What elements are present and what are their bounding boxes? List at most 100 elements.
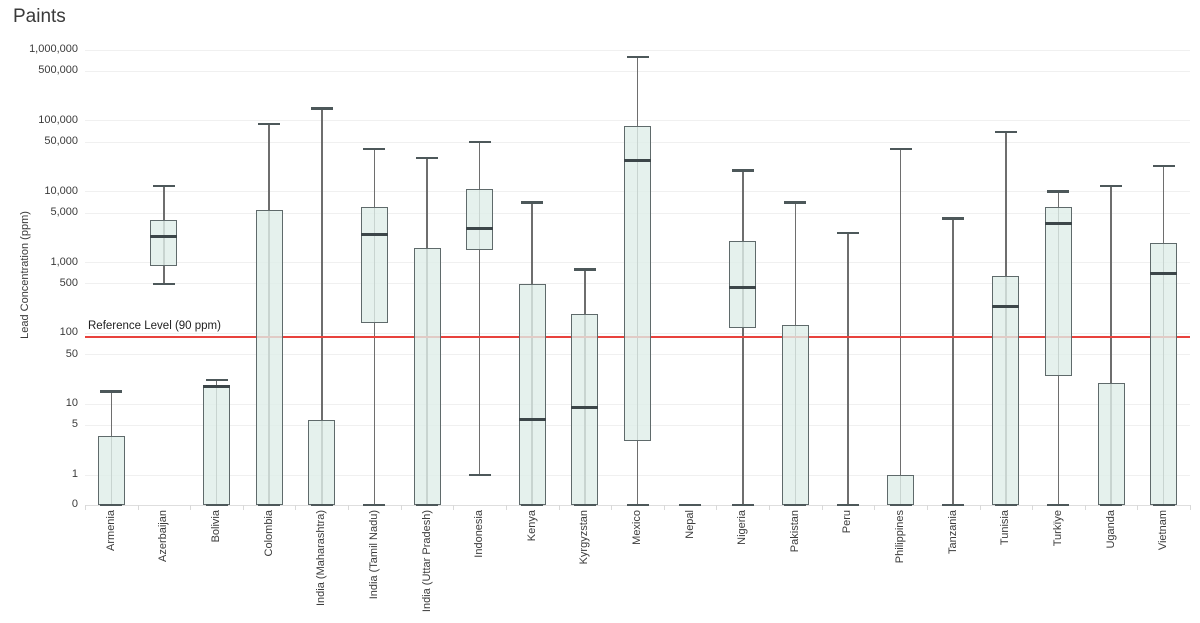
box-rect xyxy=(308,419,336,505)
whisker-cap xyxy=(521,503,544,507)
x-axis-boundary-tick xyxy=(242,505,244,510)
box-rect xyxy=(887,475,915,505)
plot-area: Reference Level (90 ppm) xyxy=(85,45,1190,507)
whisker-cap xyxy=(205,378,228,382)
x-tick-label: Turkïye xyxy=(1051,510,1064,547)
x-axis-boundary-tick xyxy=(1137,505,1139,510)
whisker-cap xyxy=(363,147,386,151)
whisker-cap xyxy=(205,503,228,507)
whisker-cap xyxy=(573,503,596,507)
whisker-cap xyxy=(1047,503,1070,507)
box-rect xyxy=(97,436,125,505)
chart-title: Paints xyxy=(13,6,66,27)
gridline xyxy=(85,49,1190,51)
median-line xyxy=(150,235,178,239)
x-tick-label: Tunisia xyxy=(999,510,1012,546)
x-tick-label: Nigeria xyxy=(736,510,749,545)
y-tick-label: 10 xyxy=(65,397,78,410)
whisker-cap xyxy=(416,156,439,160)
whisker-cap xyxy=(468,473,491,477)
x-tick-label: Bolivia xyxy=(210,510,223,543)
x-tick-label: Philippines xyxy=(894,510,907,564)
median-line xyxy=(203,384,231,388)
whisker-line xyxy=(1110,186,1112,505)
whisker-cap xyxy=(521,201,544,204)
y-tick-label: 5,000 xyxy=(50,206,78,218)
whisker-cap xyxy=(310,107,333,110)
whisker-line xyxy=(899,149,902,505)
whisker-cap xyxy=(1047,190,1070,193)
box-rect xyxy=(360,207,388,323)
x-tick-label: Indonesia xyxy=(473,510,486,558)
x-axis-boundary-tick xyxy=(1084,505,1086,510)
box-rect xyxy=(624,125,651,442)
median-line xyxy=(624,158,651,162)
x-axis-boundary-tick xyxy=(190,505,192,510)
whisker-line xyxy=(741,170,744,505)
box-rect xyxy=(518,283,546,505)
x-tick-label: Uganda xyxy=(1104,510,1117,549)
whisker-cap xyxy=(416,503,439,507)
whisker-line xyxy=(373,149,376,505)
whisker-line xyxy=(320,108,323,505)
whisker-cap xyxy=(258,503,281,507)
y-tick-label: 500,000 xyxy=(38,64,78,77)
whisker-cap xyxy=(100,503,123,507)
whisker-cap xyxy=(889,147,912,151)
whisker-cap xyxy=(363,503,386,507)
x-axis-boundary-tick xyxy=(663,505,665,510)
x-tick-label: India (Uttar Pradesh) xyxy=(420,510,433,613)
whisker-cap xyxy=(889,503,912,507)
box-rect xyxy=(992,275,1020,505)
whisker-cap xyxy=(626,55,649,59)
median-line xyxy=(729,285,757,289)
x-tick-label: Tanzania xyxy=(946,510,959,555)
box-rect xyxy=(781,325,809,505)
x-axis-boundary-tick xyxy=(611,505,613,510)
y-tick-label: 0 xyxy=(71,498,78,510)
whisker-cap xyxy=(468,140,491,144)
whisker-cap xyxy=(310,503,333,507)
x-axis-boundary-tick xyxy=(137,505,139,510)
whisker-cap xyxy=(1152,164,1175,168)
x-tick-label: Pakistan xyxy=(788,510,801,553)
x-tick-label: Colombia xyxy=(262,510,275,557)
y-tick-label: 5 xyxy=(71,418,78,431)
median-line xyxy=(571,405,599,409)
y-tick-label: 1 xyxy=(71,468,78,480)
whisker-cap xyxy=(1100,503,1123,507)
x-axis-boundary-tick xyxy=(400,505,402,510)
reference-line-label: Reference Level (90 ppm) xyxy=(88,319,221,332)
y-tick-label: 50 xyxy=(65,347,78,360)
x-axis-boundary-tick xyxy=(348,505,350,510)
x-axis-boundary-tick xyxy=(769,505,771,510)
x-axis-boundary-tick xyxy=(1190,505,1191,510)
x-tick-label: Mexico xyxy=(631,510,643,545)
x-axis-boundary-tick xyxy=(505,505,507,510)
median-line xyxy=(1044,222,1072,226)
whisker-cap xyxy=(1152,503,1175,507)
x-tick-label: Nepal xyxy=(683,510,696,539)
y-tick-label: 50,000 xyxy=(44,135,78,148)
whisker-cap xyxy=(573,268,596,271)
x-axis-boundary-tick xyxy=(295,505,297,510)
whisker-cap xyxy=(731,169,754,172)
whisker-cap xyxy=(942,217,965,220)
whisker-cap xyxy=(258,122,281,126)
whisker-cap xyxy=(836,231,859,235)
x-tick-label: Kenya xyxy=(525,510,538,542)
x-tick-label: Azerbaijan xyxy=(157,510,170,562)
y-axis-title: Lead Concentration (ppm) xyxy=(19,211,31,339)
x-tick-label: India (Tamil Nadu) xyxy=(367,510,380,600)
whisker-cap xyxy=(152,184,175,188)
x-axis-boundary-tick xyxy=(558,505,560,510)
box-rect xyxy=(1150,242,1178,505)
median-line xyxy=(1150,271,1178,275)
whisker-cap xyxy=(784,503,807,507)
x-axis-boundary-tick xyxy=(85,505,86,510)
x-tick-label: Vietnam xyxy=(1157,510,1170,551)
median-line xyxy=(360,232,388,236)
x-tick-label: Kyrgyzstan xyxy=(578,510,591,565)
x-axis-boundary-tick xyxy=(1032,505,1034,510)
